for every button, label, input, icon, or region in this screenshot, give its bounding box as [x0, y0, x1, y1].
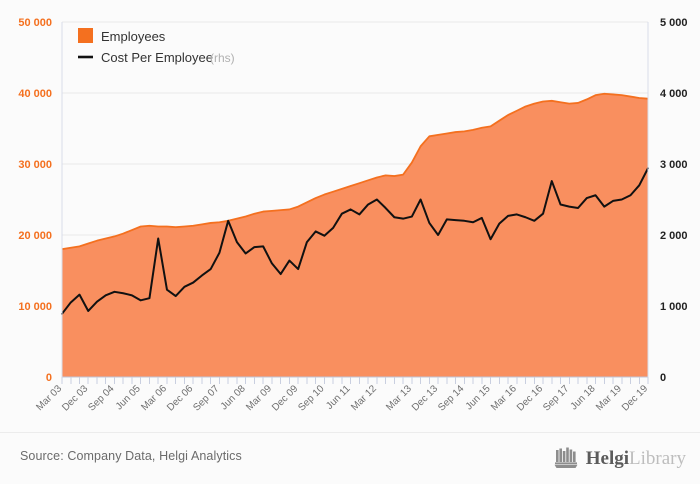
x-tick-label-20: Jun 18 — [569, 383, 598, 412]
brand-wordmark: HelgiLibrary — [586, 449, 686, 468]
x-tick-label-10: Sep 10 — [296, 383, 326, 413]
x-tick-label-7: Jun 08 — [219, 383, 248, 412]
x-tick-label-2: Sep 04 — [86, 383, 116, 413]
y-right-tick-label-0: 0 — [660, 372, 666, 384]
chart-footer: Source: Company Data, Helgi Analytics He… — [0, 432, 700, 484]
x-tick-label-11: Jun 11 — [324, 383, 353, 412]
x-tick-label-3: Jun 05 — [114, 383, 143, 412]
y-left-tick-label-0: 0 — [46, 372, 52, 384]
series-line-cost-per-employee — [61, 167, 649, 315]
x-tick-label-9: Dec 09 — [270, 383, 300, 413]
x-tick-label-12: Mar 12 — [349, 383, 379, 413]
y-left-tick-label-2: 20 000 — [18, 230, 52, 242]
x-tick-label-14: Dec 13 — [410, 383, 440, 413]
x-tick-label-6: Sep 07 — [191, 383, 221, 413]
x-tick-label-13: Mar 13 — [384, 383, 414, 413]
y-left-tick-label-3: 30 000 — [18, 159, 52, 171]
x-tick-label-19: Sep 17 — [541, 383, 571, 413]
y-right-tick-label-3: 3 000 — [660, 159, 688, 171]
x-tick-label-8: Mar 09 — [244, 383, 274, 413]
x-tick-label-17: Mar 16 — [489, 383, 519, 413]
x-tick-label-18: Dec 16 — [515, 383, 545, 413]
y-left-tick-label-1: 10 000 — [18, 301, 52, 313]
chart-panel: Mar 03 Dec 03 Sep 04 Jun 05 Mar 06 Dec 06 Sep … — [18, 17, 688, 414]
series-area-employees-outline — [61, 92, 649, 251]
x-tick-label-21: Mar 19 — [594, 383, 624, 413]
x-tick-label-4: Mar 06 — [139, 383, 169, 413]
y-right-tick-label-1: 1 000 — [660, 301, 688, 313]
y-right-tick-label-5: 5 000 — [660, 17, 688, 29]
library-books-icon — [554, 447, 578, 468]
y-left-tick-label-4: 40 000 — [18, 88, 52, 100]
x-tick-label-22: Dec 19 — [620, 383, 650, 413]
y-left-tick-label-5: 50 000 — [18, 17, 52, 29]
helgi-library-logo: HelgiLibrary — [554, 445, 686, 471]
x-tick-label-5: Dec 06 — [165, 383, 195, 413]
brand-wordmark-primary: Helgi — [585, 447, 630, 469]
y-right-tick-label-4: 4 000 — [660, 88, 688, 100]
brand-wordmark-secondary: Library — [629, 447, 686, 469]
y-right-tick-label-2: 2 000 — [660, 230, 688, 242]
x-tick-label-0: Mar 03 — [34, 383, 64, 413]
x-tick-label-16: Jun 15 — [464, 383, 493, 412]
x-tick-label-1: Dec 03 — [60, 383, 90, 413]
series-area-employees — [62, 93, 648, 378]
x-tick-label-15: Sep 14 — [436, 383, 466, 413]
source-note: Source: Company Data, Helgi Analytics — [20, 449, 242, 463]
